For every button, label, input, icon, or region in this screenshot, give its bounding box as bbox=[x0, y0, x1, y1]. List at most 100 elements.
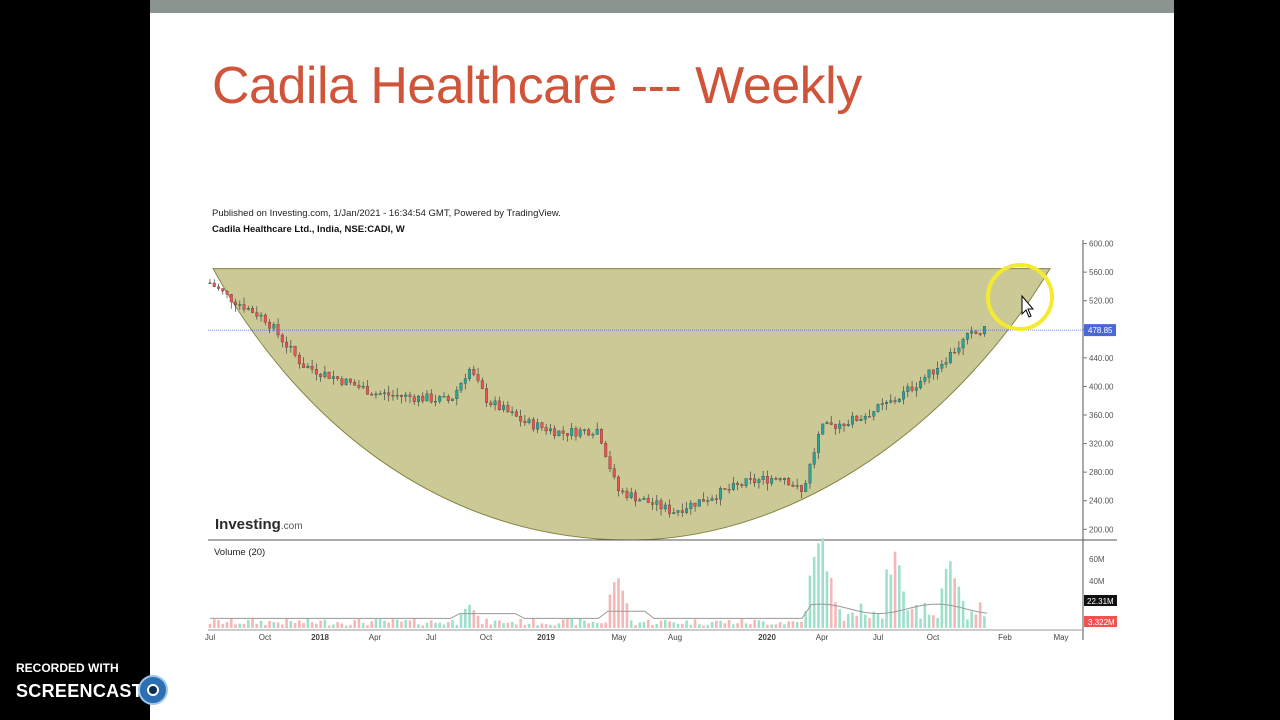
volume-ma-label: 3.322M bbox=[1088, 618, 1115, 627]
candle-body bbox=[953, 352, 957, 354]
candle-body bbox=[638, 499, 642, 502]
candle-body bbox=[314, 369, 318, 375]
volume-bar bbox=[702, 625, 705, 628]
candle-body bbox=[812, 452, 816, 465]
volume-bar bbox=[600, 623, 603, 628]
candle-body bbox=[451, 398, 454, 401]
candle-body bbox=[851, 415, 854, 425]
candle-body bbox=[893, 400, 897, 402]
candle-body bbox=[268, 321, 272, 329]
time-tick-label: Apr bbox=[816, 633, 829, 642]
candle-body bbox=[514, 411, 518, 417]
price-tick-label: 520.00 bbox=[1089, 297, 1114, 306]
candle-body bbox=[523, 420, 527, 423]
volume-bar bbox=[387, 622, 391, 628]
symbol-caption: Cadila Healthcare Ltd., India, NSE:CADI,… bbox=[212, 224, 405, 235]
candle-body bbox=[306, 366, 310, 368]
time-tick-label: Feb bbox=[998, 633, 1012, 642]
volume-bar bbox=[438, 622, 442, 628]
volume-bar bbox=[327, 625, 331, 628]
volume-bar bbox=[353, 620, 356, 628]
candle-body bbox=[685, 508, 689, 513]
candle-body bbox=[791, 484, 795, 487]
candle-body bbox=[693, 502, 697, 507]
volume-ma-badge bbox=[1084, 616, 1117, 627]
candle-body bbox=[914, 387, 918, 391]
volume-bar bbox=[685, 620, 688, 628]
time-tick-label: Oct bbox=[480, 633, 493, 642]
volume-bar bbox=[906, 610, 910, 628]
volume-bar bbox=[974, 614, 978, 628]
volume-bar bbox=[863, 614, 867, 628]
candle-body bbox=[417, 395, 420, 402]
candle-body bbox=[510, 411, 514, 413]
candle-body bbox=[910, 386, 914, 391]
volume-bar bbox=[208, 623, 212, 628]
candle-body bbox=[374, 393, 378, 396]
candle-body bbox=[272, 324, 276, 329]
volume-bar bbox=[625, 603, 629, 628]
candle-body bbox=[570, 428, 574, 436]
candle-body bbox=[948, 352, 952, 363]
candle-body bbox=[255, 312, 259, 317]
candle-body bbox=[885, 402, 888, 404]
highlight-circle bbox=[986, 263, 1054, 331]
volume-bar bbox=[498, 620, 501, 628]
volume-bar bbox=[821, 538, 825, 628]
volume-bar bbox=[374, 619, 378, 628]
price-tick-label: 200.00 bbox=[1089, 525, 1114, 534]
volume-bar bbox=[672, 622, 676, 628]
volume-last-label: 22.31M bbox=[1087, 597, 1114, 606]
volume-bar bbox=[259, 620, 263, 628]
last-price-badge bbox=[1084, 324, 1116, 337]
candle-body bbox=[697, 499, 701, 507]
time-tick-label: 2019 bbox=[537, 633, 555, 642]
candle-body bbox=[889, 400, 893, 403]
candle-body bbox=[919, 381, 923, 389]
price-tick-label: 280.00 bbox=[1089, 468, 1114, 477]
candle-body bbox=[293, 345, 297, 356]
volume-bar bbox=[646, 619, 650, 628]
candle-body bbox=[565, 433, 569, 436]
volume-bar bbox=[800, 621, 803, 628]
overlay-layer bbox=[986, 263, 1054, 331]
volume-bar bbox=[706, 624, 710, 628]
candle-body bbox=[285, 341, 289, 348]
volume-bar bbox=[778, 622, 782, 628]
volume-bar bbox=[812, 556, 816, 628]
candle-body bbox=[753, 478, 757, 483]
volume-bar bbox=[246, 620, 250, 628]
watermark-right-word: MATIC bbox=[187, 681, 245, 701]
volume-bar bbox=[604, 622, 608, 628]
volume-bar bbox=[927, 614, 931, 628]
volume-ma-line bbox=[210, 603, 988, 619]
candle-body bbox=[502, 405, 506, 410]
candle-body bbox=[821, 423, 825, 435]
volume-bar bbox=[970, 611, 973, 628]
volume-bar bbox=[264, 624, 267, 628]
volume-bar bbox=[783, 624, 786, 628]
volume-bar bbox=[761, 621, 765, 628]
candle-body bbox=[825, 422, 829, 425]
volume-bar bbox=[242, 623, 246, 628]
volume-bar bbox=[825, 571, 829, 628]
volume-bar bbox=[455, 624, 459, 628]
volume-bar bbox=[442, 624, 446, 628]
candle-body bbox=[553, 428, 557, 437]
candle-body bbox=[391, 395, 395, 397]
time-tick-label: Jul bbox=[426, 633, 436, 642]
volume-bar bbox=[553, 625, 556, 628]
volume-bar bbox=[561, 619, 565, 628]
candle-body bbox=[804, 483, 808, 492]
volume-bar bbox=[834, 602, 837, 628]
candle-body bbox=[408, 394, 412, 397]
candle-body bbox=[680, 510, 684, 513]
volume-bar bbox=[983, 616, 986, 628]
candle-body bbox=[974, 331, 978, 334]
volume-bar bbox=[519, 618, 522, 628]
volume-bar bbox=[944, 568, 948, 628]
candle-body bbox=[468, 369, 472, 379]
candle-body bbox=[961, 339, 965, 349]
candle-body bbox=[846, 424, 850, 427]
